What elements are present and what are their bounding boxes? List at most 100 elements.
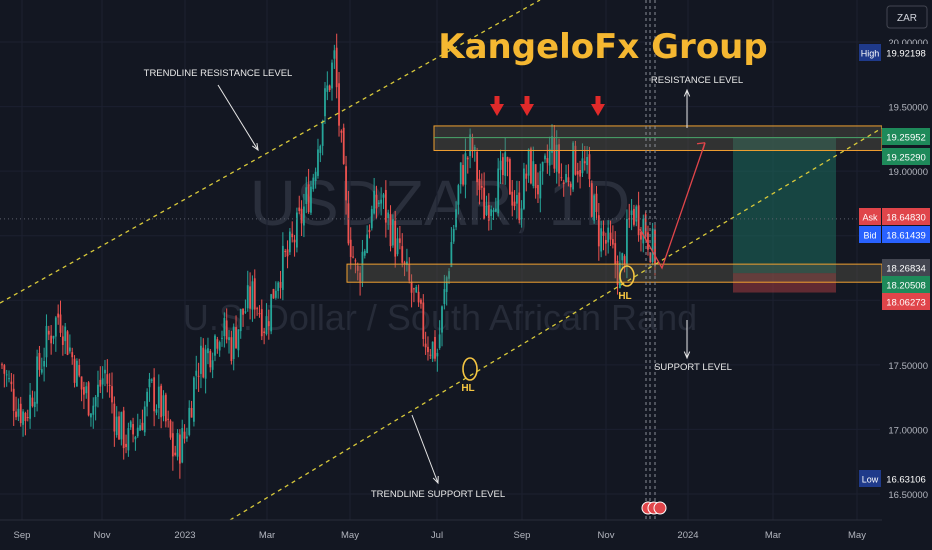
- candle-body: [633, 208, 635, 225]
- candle-body: [286, 249, 289, 257]
- candle-body: [218, 342, 221, 351]
- candle-body: [548, 148, 551, 166]
- candle-body: [532, 161, 535, 187]
- candle-body: [169, 420, 172, 438]
- candle-body: [384, 190, 387, 223]
- candle-body: [471, 137, 474, 152]
- candle-body: [263, 331, 266, 334]
- candle-body: [462, 165, 464, 185]
- candle-body: [10, 381, 13, 385]
- candle-body: [387, 212, 390, 219]
- candle-body: [312, 177, 315, 190]
- candle-body: [480, 185, 483, 188]
- price-label-value-2: 19.25290: [886, 153, 926, 164]
- candle-body: [473, 146, 476, 151]
- candle-body: [87, 382, 90, 416]
- candles-layer: [1, 33, 656, 479]
- candle-body: [5, 374, 8, 376]
- candle-body: [396, 238, 399, 255]
- candle-body: [640, 231, 642, 240]
- candle-body: [630, 210, 633, 215]
- candle-body: [349, 239, 352, 257]
- candle-body: [125, 443, 127, 448]
- time-axis-bg: [0, 520, 882, 550]
- candle-body: [270, 294, 273, 332]
- currency-button[interactable]: [886, 5, 928, 29]
- candle-body: [171, 433, 174, 457]
- candle-body: [616, 260, 619, 285]
- candle-body: [249, 286, 251, 309]
- candle-body: [122, 410, 125, 449]
- candle-body: [24, 412, 27, 421]
- candle-body: [115, 416, 118, 436]
- candle-body: [160, 385, 163, 418]
- candle-body: [436, 352, 439, 357]
- candle-body: [83, 387, 85, 395]
- candle-body: [597, 215, 600, 247]
- candle-body: [345, 166, 347, 201]
- trendline-support-pointer-head: [432, 475, 439, 485]
- candle-body: [459, 162, 462, 185]
- candle-body: [92, 405, 95, 415]
- candle-body: [513, 201, 516, 207]
- candle-body: [40, 369, 43, 373]
- candle-body: [567, 177, 570, 183]
- candle-body: [588, 154, 591, 180]
- currency-button-label: ZAR: [897, 13, 917, 24]
- candle-body: [148, 378, 151, 388]
- price-label-bg-7: [882, 293, 930, 310]
- candle-body: [508, 159, 511, 195]
- candle-body: [626, 218, 628, 267]
- candle-body: [431, 341, 434, 359]
- candle-body: [8, 378, 10, 380]
- price-label-tag-4: Bid: [863, 231, 876, 241]
- price-label-tag-bg-4: [859, 226, 881, 243]
- price-label-tag-8: Low: [862, 475, 879, 485]
- candle-body: [600, 228, 603, 252]
- candle-body: [45, 325, 48, 358]
- candle-body: [389, 214, 392, 247]
- candle-body: [1, 364, 3, 366]
- candle-body: [398, 238, 401, 243]
- price-label-tag-bg-0: [859, 44, 881, 61]
- candle-body: [331, 62, 333, 89]
- time-tick-label-10: May: [848, 530, 866, 541]
- time-tick-label-5: Jul: [431, 530, 443, 541]
- candle-body: [256, 308, 259, 310]
- time-tick-label-3: Mar: [259, 530, 275, 541]
- price-label-tag-0: High: [861, 49, 880, 59]
- candle-body: [647, 232, 649, 250]
- candle-body: [539, 171, 542, 199]
- candle-body: [221, 337, 223, 339]
- price-label-bg-4: [882, 226, 930, 243]
- candle-body: [31, 397, 34, 407]
- candle-body: [368, 229, 371, 233]
- candle-body: [445, 277, 448, 292]
- candle-body: [403, 262, 406, 265]
- candle-body: [265, 316, 268, 335]
- candle-body: [52, 335, 55, 339]
- candle-body: [228, 337, 230, 341]
- candle-body: [118, 416, 120, 440]
- price-tick-label-0: 20.00000: [888, 38, 928, 49]
- time-tick-label-6: Sep: [514, 530, 531, 541]
- support-pointer-head: [683, 351, 691, 360]
- price-label-bg-2: [882, 148, 930, 165]
- candle-body: [94, 396, 97, 407]
- candle-body: [483, 187, 486, 220]
- candle-body: [523, 168, 525, 209]
- brand-title: KangeloFx Group: [438, 27, 767, 67]
- candle-body: [576, 171, 579, 175]
- candle-body: [193, 377, 195, 422]
- candle-body: [78, 365, 81, 376]
- down-arrow-stem-1: [524, 96, 530, 105]
- candle-body: [104, 369, 106, 374]
- candle-body: [197, 375, 200, 377]
- candle-body: [181, 428, 184, 463]
- candle-body: [637, 205, 640, 236]
- take-profit-zone: [733, 137, 836, 274]
- candle-body: [321, 120, 324, 146]
- candle-body: [534, 164, 537, 189]
